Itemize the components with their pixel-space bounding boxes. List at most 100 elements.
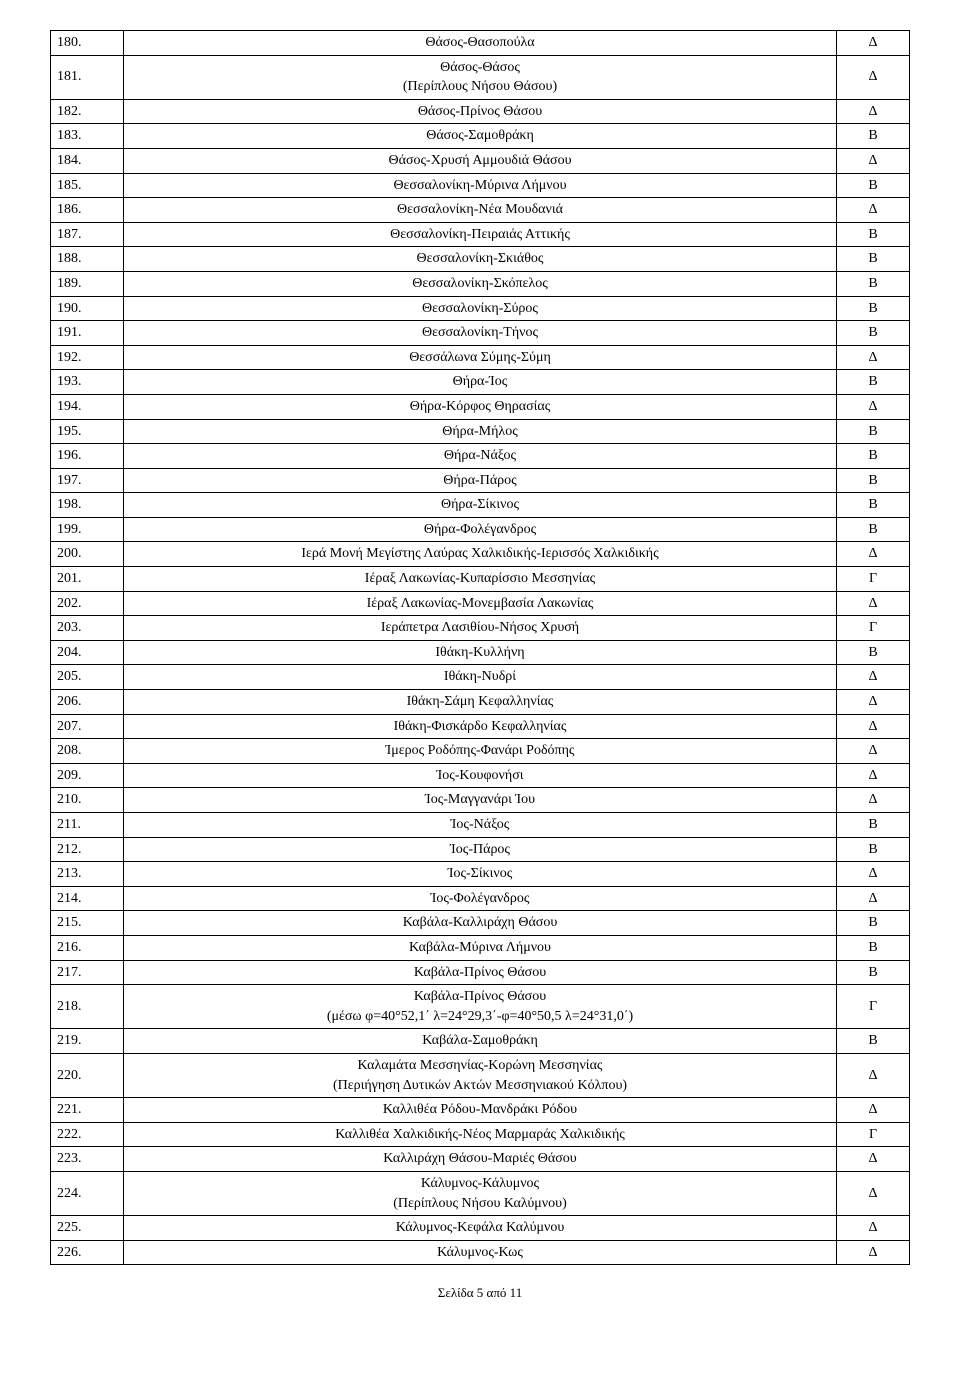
route-name: Θάσος-Χρυσή Αμμουδιά Θάσου bbox=[124, 148, 837, 173]
category: Δ bbox=[837, 1216, 910, 1241]
category: Β bbox=[837, 468, 910, 493]
table-row: 219.Καβάλα-ΣαμοθράκηΒ bbox=[51, 1029, 910, 1054]
route-name: Θάσος-Θασοπούλα bbox=[124, 31, 837, 56]
route-name: Θάσος-Σαμοθράκη bbox=[124, 124, 837, 149]
route-name: Θεσσαλονίκη-Νέα Μουδανιά bbox=[124, 198, 837, 223]
category: Δ bbox=[837, 394, 910, 419]
table-row: 200.Ιερά Μονή Μεγίστης Λαύρας Χαλκιδικής… bbox=[51, 542, 910, 567]
row-number: 188. bbox=[51, 247, 124, 272]
route-name: Θεσσαλονίκη-Τήνος bbox=[124, 321, 837, 346]
row-number: 210. bbox=[51, 788, 124, 813]
category: Δ bbox=[837, 714, 910, 739]
route-name: Θήρα-Πάρος bbox=[124, 468, 837, 493]
table-row: 225.Κάλυμνος-Κεφάλα ΚαλύμνουΔ bbox=[51, 1216, 910, 1241]
route-name: Θήρα-Μήλος bbox=[124, 419, 837, 444]
route-name: Κάλυμνος-Κάλυμνος(Περίπλους Νήσου Καλύμν… bbox=[124, 1171, 837, 1215]
row-number: 207. bbox=[51, 714, 124, 739]
table-row: 194.Θήρα-Κόρφος ΘηρασίαςΔ bbox=[51, 394, 910, 419]
row-number: 185. bbox=[51, 173, 124, 198]
route-name: Κάλυμνος-Κεφάλα Καλύμνου bbox=[124, 1216, 837, 1241]
table-row: 191.Θεσσαλονίκη-ΤήνοςΒ bbox=[51, 321, 910, 346]
row-number: 192. bbox=[51, 345, 124, 370]
route-name: Καβάλα-Μύρινα Λήμνου bbox=[124, 935, 837, 960]
table-row: 211.Ίος-ΝάξοςΒ bbox=[51, 813, 910, 838]
route-name: Θεσσαλονίκη-Σύρος bbox=[124, 296, 837, 321]
row-number: 194. bbox=[51, 394, 124, 419]
category: Δ bbox=[837, 862, 910, 887]
category: Β bbox=[837, 247, 910, 272]
table-row: 196.Θήρα-ΝάξοςΒ bbox=[51, 444, 910, 469]
category: Γ bbox=[837, 985, 910, 1029]
table-row: 215.Καβάλα-Καλλιράχη ΘάσουΒ bbox=[51, 911, 910, 936]
table-row: 218.Καβάλα-Πρίνος Θάσου(μέσω φ=40°52,1΄ … bbox=[51, 985, 910, 1029]
category: Β bbox=[837, 640, 910, 665]
category: Δ bbox=[837, 345, 910, 370]
row-number: 183. bbox=[51, 124, 124, 149]
row-number: 221. bbox=[51, 1098, 124, 1123]
table-row: 204.Ιθάκη-ΚυλλήνηΒ bbox=[51, 640, 910, 665]
table-row: 223.Καλλιράχη Θάσου-Μαριές ΘάσουΔ bbox=[51, 1147, 910, 1172]
table-row: 209.Ίος-ΚουφονήσιΔ bbox=[51, 763, 910, 788]
route-name: Θήρα-Σίκινος bbox=[124, 493, 837, 518]
category: Β bbox=[837, 222, 910, 247]
category: Β bbox=[837, 911, 910, 936]
route-name: Καβάλα-Πρίνος Θάσου(μέσω φ=40°52,1΄ λ=24… bbox=[124, 985, 837, 1029]
routes-table: 180.Θάσος-ΘασοπούλαΔ181.Θάσος-Θάσος(Περί… bbox=[50, 30, 910, 1265]
table-row: 226.Κάλυμνος-ΚωςΔ bbox=[51, 1240, 910, 1265]
route-name: Καλλιράχη Θάσου-Μαριές Θάσου bbox=[124, 1147, 837, 1172]
table-row: 180.Θάσος-ΘασοπούλαΔ bbox=[51, 31, 910, 56]
table-row: 189.Θεσσαλονίκη-ΣκόπελοςΒ bbox=[51, 271, 910, 296]
row-number: 195. bbox=[51, 419, 124, 444]
route-name: Ίμερος Ροδόπης-Φανάρι Ροδόπης bbox=[124, 739, 837, 764]
table-row: 201.Ιέραξ Λακωνίας-Κυπαρίσσιο ΜεσσηνίαςΓ bbox=[51, 567, 910, 592]
table-row: 220.Καλαμάτα Μεσσηνίας-Κορώνη Μεσσηνίας(… bbox=[51, 1053, 910, 1097]
row-number: 190. bbox=[51, 296, 124, 321]
row-number: 203. bbox=[51, 616, 124, 641]
category: Β bbox=[837, 960, 910, 985]
row-number: 186. bbox=[51, 198, 124, 223]
row-number: 184. bbox=[51, 148, 124, 173]
row-number: 205. bbox=[51, 665, 124, 690]
row-number: 180. bbox=[51, 31, 124, 56]
row-number: 219. bbox=[51, 1029, 124, 1054]
table-row: 190.Θεσσαλονίκη-ΣύροςΒ bbox=[51, 296, 910, 321]
category: Δ bbox=[837, 542, 910, 567]
route-name: Καλαμάτα Μεσσηνίας-Κορώνη Μεσσηνίας(Περι… bbox=[124, 1053, 837, 1097]
row-number: 215. bbox=[51, 911, 124, 936]
table-row: 184.Θάσος-Χρυσή Αμμουδιά ΘάσουΔ bbox=[51, 148, 910, 173]
row-number: 208. bbox=[51, 739, 124, 764]
row-number: 224. bbox=[51, 1171, 124, 1215]
route-name: Καλλιθέα Ρόδου-Μανδράκι Ρόδου bbox=[124, 1098, 837, 1123]
row-number: 200. bbox=[51, 542, 124, 567]
table-row: 195.Θήρα-ΜήλοςΒ bbox=[51, 419, 910, 444]
category: Β bbox=[837, 419, 910, 444]
category: Δ bbox=[837, 1147, 910, 1172]
category: Β bbox=[837, 124, 910, 149]
category: Δ bbox=[837, 665, 910, 690]
route-name: Ίος-Φολέγανδρος bbox=[124, 886, 837, 911]
table-row: 202.Ιέραξ Λακωνίας-Μονεμβασία ΛακωνίαςΔ bbox=[51, 591, 910, 616]
route-name: Καλλιθέα Χαλκιδικής-Νέος Μαρμαράς Χαλκιδ… bbox=[124, 1122, 837, 1147]
route-name: Θεσσαλονίκη-Μύρινα Λήμνου bbox=[124, 173, 837, 198]
route-name: Ιερά Μονή Μεγίστης Λαύρας Χαλκιδικής-Ιερ… bbox=[124, 542, 837, 567]
category: Β bbox=[837, 173, 910, 198]
row-number: 204. bbox=[51, 640, 124, 665]
table-row: 214.Ίος-ΦολέγανδροςΔ bbox=[51, 886, 910, 911]
category: Δ bbox=[837, 1240, 910, 1265]
row-number: 191. bbox=[51, 321, 124, 346]
category: Γ bbox=[837, 1122, 910, 1147]
category: Δ bbox=[837, 591, 910, 616]
category: Β bbox=[837, 493, 910, 518]
table-row: 222.Καλλιθέα Χαλκιδικής-Νέος Μαρμαράς Χα… bbox=[51, 1122, 910, 1147]
table-row: 216.Καβάλα-Μύρινα ΛήμνουΒ bbox=[51, 935, 910, 960]
category: Β bbox=[837, 813, 910, 838]
category: Δ bbox=[837, 1171, 910, 1215]
table-row: 183.Θάσος-ΣαμοθράκηΒ bbox=[51, 124, 910, 149]
route-name: Ιέραξ Λακωνίας-Μονεμβασία Λακωνίας bbox=[124, 591, 837, 616]
row-number: 216. bbox=[51, 935, 124, 960]
route-name: Καβάλα-Σαμοθράκη bbox=[124, 1029, 837, 1054]
row-number: 220. bbox=[51, 1053, 124, 1097]
category: Β bbox=[837, 1029, 910, 1054]
category: Β bbox=[837, 271, 910, 296]
route-name: Θήρα-Κόρφος Θηρασίας bbox=[124, 394, 837, 419]
